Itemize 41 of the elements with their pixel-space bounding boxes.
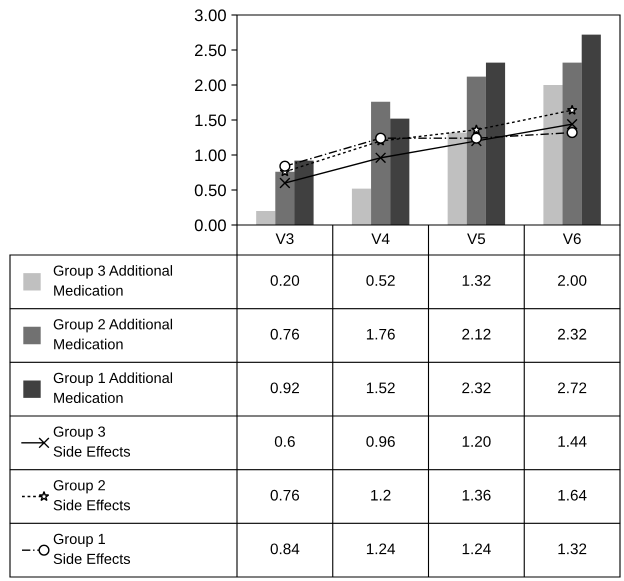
- x-tick-label: V6: [562, 233, 581, 244]
- data-label: 0.20: [270, 275, 300, 286]
- data-label: 1.20: [462, 436, 491, 447]
- data-label: 1.24: [366, 543, 396, 554]
- data-label: 2.32: [462, 382, 490, 394]
- y-tick-label: 1.00: [195, 149, 226, 162]
- legend-label: Group 1 Side Effects: [54, 534, 130, 564]
- y-tick-label: 0.50: [194, 184, 226, 196]
- data-label: 0.76: [270, 490, 300, 501]
- data-label: 2.32: [558, 328, 586, 340]
- data-label: 1.32: [558, 543, 586, 554]
- data-label: 1.64: [558, 490, 587, 501]
- x-tick-label: V3: [276, 233, 294, 244]
- data-label: 0.52: [366, 275, 395, 286]
- legend-label: Group 3 Additional Medication: [54, 265, 172, 296]
- data-label: 1.36: [462, 490, 491, 501]
- legend-label: Group 2 Side Effects: [54, 480, 130, 510]
- data-label: 1.44: [558, 436, 587, 447]
- data-label: 1.52: [366, 382, 395, 394]
- data-label: 0.76: [270, 328, 300, 340]
- legend-label: Group 3 Side Effects: [54, 426, 130, 457]
- y-tick-label: 1.50: [195, 114, 226, 126]
- y-tick-label: 0.00: [194, 219, 226, 232]
- y-tick-label: 3.00: [194, 9, 226, 22]
- data-label: 0.96: [366, 436, 395, 447]
- data-label: 1.2: [371, 490, 390, 500]
- y-tick-label: 2.50: [194, 44, 226, 56]
- data-label: 0.92: [270, 382, 299, 394]
- data-label: 1.32: [462, 275, 490, 286]
- data-label: 1.76: [366, 328, 395, 340]
- data-label: 2.12: [462, 328, 490, 340]
- legend-label: Group 2 Additional Medication: [54, 318, 172, 350]
- data-label: 2.72: [558, 382, 586, 394]
- data-label: 2.00: [558, 275, 586, 286]
- data-label: 0.6: [274, 436, 295, 447]
- data-label: 1.24: [462, 543, 491, 554]
- x-tick-label: V4: [371, 233, 390, 244]
- x-tick-label: V5: [467, 233, 486, 244]
- y-tick-label: 2.00: [194, 79, 226, 92]
- legend-label: Group 1 Additional Medication: [54, 372, 172, 404]
- data-label: 0.84: [270, 543, 300, 554]
